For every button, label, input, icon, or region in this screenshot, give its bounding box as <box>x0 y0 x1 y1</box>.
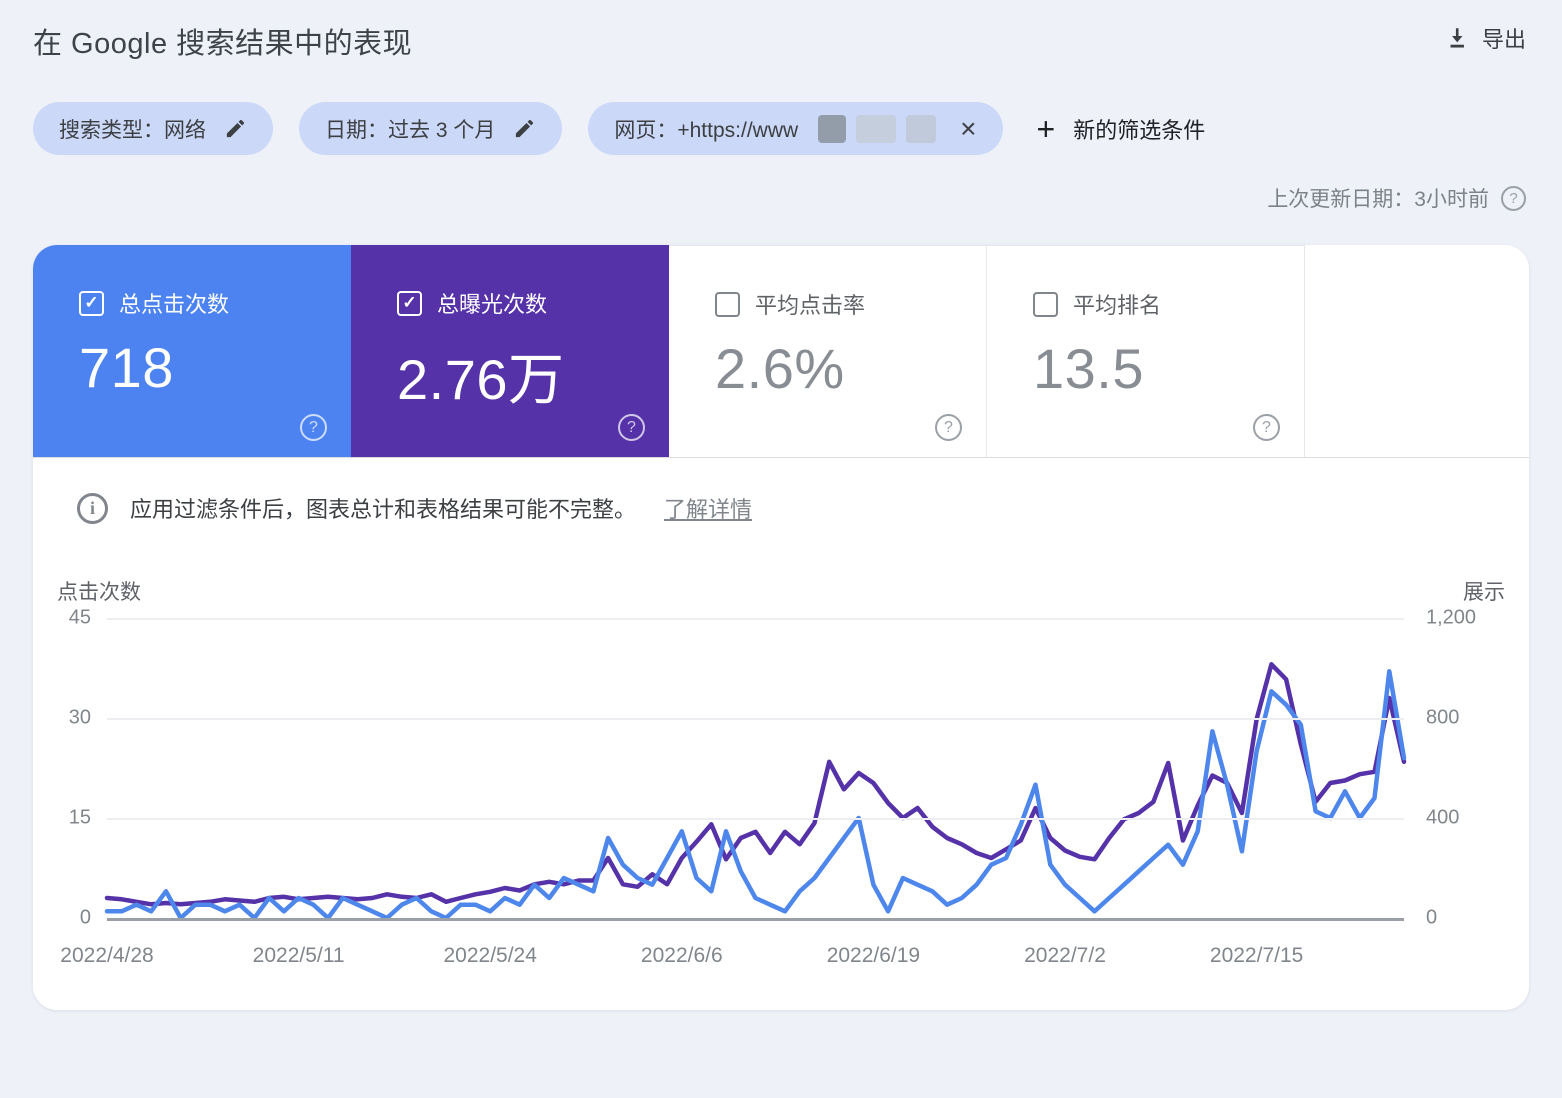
notice-text: 应用过滤条件后，图表总计和表格结果可能不完整。 <box>130 497 637 522</box>
help-icon[interactable]: ? <box>1501 185 1526 211</box>
chart-plot-area: 0 0 15 400 30 800 45 1,200 2022/4/28 2022/5/11 202… <box>60 607 1476 968</box>
download-icon <box>1444 25 1470 51</box>
metric-card-2[interactable]: ✓ 平均点击率 2.6% ? <box>669 245 987 457</box>
right-axis-tick: 400 <box>1426 806 1460 829</box>
checkbox-icon[interactable]: ✓ <box>715 291 740 317</box>
checkbox-icon[interactable]: ✓ <box>397 290 422 316</box>
new-filter-button[interactable]: + 新的筛选条件 <box>1037 113 1206 145</box>
last-update-label: 上次更新日期：3小时前 <box>1267 188 1489 211</box>
metric-cards-row: ✓ 总点击次数 718 ? ✓ 总曝光次数 2.76万 ? ✓ 平均点击率 2.… <box>33 245 1529 458</box>
x-axis-tick: 2022/4/28 <box>60 944 154 967</box>
x-axis-tick: 2022/5/24 <box>443 944 537 967</box>
metric-label: 平均点击率 <box>755 293 866 318</box>
help-icon[interactable]: ? <box>1253 414 1280 441</box>
learn-more-link[interactable]: 了解详情 <box>664 497 753 522</box>
edit-pencil-icon[interactable] <box>224 117 247 140</box>
left-axis-tick: 0 <box>79 906 91 929</box>
page-title: 在 Google 搜索结果中的表现 <box>33 28 413 60</box>
edit-pencil-icon[interactable] <box>513 117 536 140</box>
right-axis-title: 展示 <box>1463 581 1505 604</box>
right-axis-tick: 0 <box>1426 906 1438 929</box>
x-axis-tick: 2022/5/11 <box>252 944 345 967</box>
metric-card-3[interactable]: ✓ 平均排名 13.5 ? <box>987 245 1305 457</box>
checkbox-icon[interactable]: ✓ <box>1033 291 1058 317</box>
left-axis-tick: 15 <box>68 806 91 829</box>
filter-chip-page[interactable]: 网页：+https://www × <box>588 102 1003 155</box>
performance-chart: 点击次数 展示 0 0 15 400 30 800 45 1,200 2022/4/28 2022… <box>57 576 1519 990</box>
left-axis-tick: 45 <box>68 606 91 629</box>
metric-value: 718 <box>79 336 174 399</box>
chip-label: 网页：+https://www <box>614 118 799 142</box>
metric-label: 平均排名 <box>1073 293 1162 318</box>
x-axis-tick: 2022/7/15 <box>1209 944 1304 967</box>
x-axis-tick: 2022/6/19 <box>826 944 921 967</box>
metric-value: 2.6% <box>715 337 845 400</box>
x-axis-tick: 2022/7/2 <box>1024 944 1106 967</box>
last-update-row: 上次更新日期：3小时前 ? <box>0 183 1562 213</box>
help-icon[interactable]: ? <box>618 414 645 441</box>
metric-label: 总曝光次数 <box>437 292 548 317</box>
x-axis-tick: 2022/6/6 <box>640 944 723 967</box>
series-line-left <box>104 669 1407 921</box>
metric-card-1[interactable]: ✓ 总曝光次数 2.76万 ? <box>351 245 669 457</box>
filter-bar: 搜索类型：网络 日期：过去 3 个月 网页：+https://www × + 新… <box>0 102 1562 155</box>
plus-icon: + <box>1036 110 1056 147</box>
chip-label: 搜索类型：网络 <box>59 118 206 142</box>
metric-label: 总点击次数 <box>119 292 230 317</box>
help-icon[interactable]: ? <box>300 414 327 441</box>
chart-lines <box>104 662 1407 921</box>
help-icon[interactable]: ? <box>935 414 962 441</box>
page-header: 在 Google 搜索结果中的表现 导出 <box>0 0 1562 62</box>
metric-value: 2.76万 <box>397 348 565 411</box>
filter-chip-date[interactable]: 日期：过去 3 个月 <box>299 102 563 155</box>
filter-notice: i 应用过滤条件后，图表总计和表格结果可能不完整。 了解详情 <box>77 492 1485 524</box>
metric-card-0[interactable]: ✓ 总点击次数 718 ? <box>33 245 351 457</box>
new-filter-label: 新的筛选条件 <box>1073 117 1206 143</box>
info-icon: i <box>77 492 108 524</box>
left-axis-tick: 30 <box>68 706 91 729</box>
export-label: 导出 <box>1481 27 1526 52</box>
metric-value: 13.5 <box>1033 337 1144 400</box>
left-axis-title: 点击次数 <box>57 581 141 604</box>
filter-chip-search-type[interactable]: 搜索类型：网络 <box>33 102 273 155</box>
series-line-right <box>104 662 1407 907</box>
right-axis-tick: 1,200 <box>1426 606 1477 629</box>
cards-row-filler <box>1305 245 1529 457</box>
export-button[interactable]: 导出 <box>1444 22 1526 54</box>
performance-panel: ✓ 总点击次数 718 ? ✓ 总曝光次数 2.76万 ? ✓ 平均点击率 2.… <box>33 245 1529 1010</box>
redacted-url-blocks <box>818 114 937 143</box>
checkbox-icon[interactable]: ✓ <box>79 290 104 316</box>
right-axis-tick: 800 <box>1426 706 1460 729</box>
chip-label: 日期：过去 3 个月 <box>325 118 496 142</box>
close-icon[interactable]: × <box>960 112 977 144</box>
